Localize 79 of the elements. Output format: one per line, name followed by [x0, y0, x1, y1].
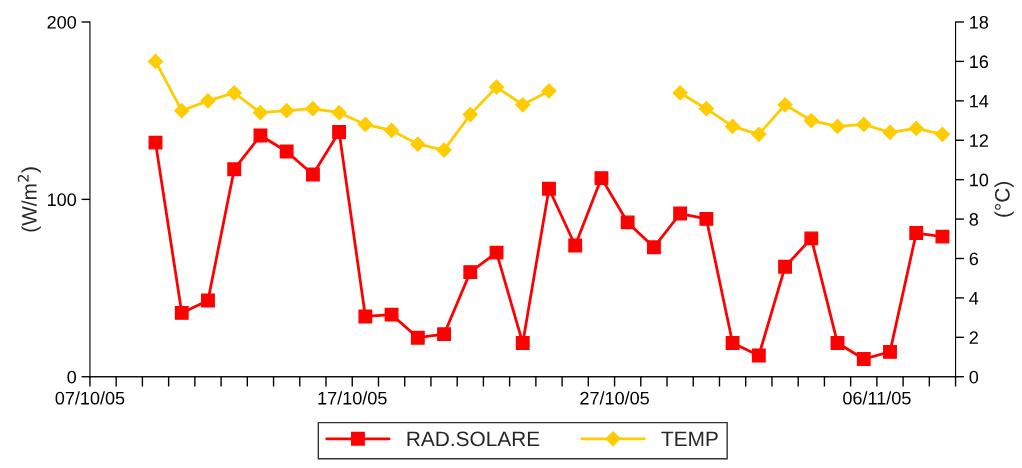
y2-tick-label: 6 — [969, 252, 979, 266]
point — [489, 245, 504, 260]
point — [463, 265, 478, 280]
point — [673, 206, 688, 221]
point — [778, 259, 793, 274]
y2-tick-label: 14 — [970, 94, 989, 108]
legend-label: RAD.SOLARE — [407, 431, 540, 447]
point — [437, 327, 452, 342]
point — [200, 93, 216, 109]
y2-tick-label: 8 — [969, 213, 979, 226]
y2-tick-label: 18 — [970, 15, 989, 29]
point — [148, 135, 163, 150]
point — [699, 211, 714, 226]
point — [305, 167, 320, 182]
x-tick-label: 06/11/05 — [843, 391, 911, 405]
point — [410, 330, 425, 345]
point — [620, 215, 635, 230]
point — [830, 336, 845, 350]
point — [279, 103, 295, 119]
point — [147, 53, 164, 69]
point — [515, 97, 531, 113]
point — [935, 229, 950, 244]
point — [331, 105, 347, 121]
point — [908, 120, 924, 136]
point — [725, 336, 740, 350]
point — [226, 85, 242, 101]
point — [698, 101, 714, 117]
point — [384, 122, 400, 138]
point — [672, 85, 688, 101]
point — [462, 107, 478, 123]
x-tick-label: 27/10/05 — [580, 391, 649, 405]
y2-tick-label: 16 — [970, 55, 989, 69]
point — [934, 126, 951, 142]
y2-tick-label: 2 — [969, 331, 978, 344]
point — [856, 352, 871, 366]
point — [279, 144, 294, 159]
point — [542, 181, 556, 196]
point — [725, 118, 741, 135]
point — [201, 293, 215, 308]
y2-tick-label: 0 — [969, 370, 979, 384]
point — [227, 162, 242, 177]
point — [594, 171, 609, 186]
point — [777, 97, 793, 113]
point — [305, 101, 321, 117]
legend-label: TEMP — [661, 431, 718, 447]
point — [384, 307, 399, 322]
x-tick-label: 07/10/05 — [55, 391, 125, 405]
point — [174, 305, 189, 320]
point — [253, 128, 268, 143]
point — [803, 112, 819, 129]
point — [541, 83, 557, 99]
point — [856, 116, 872, 133]
x-tick-label: 17/10/05 — [318, 391, 387, 405]
y2-tick-label: 4 — [969, 292, 979, 305]
point — [410, 136, 426, 152]
y2-tick-label: 12 — [970, 134, 988, 147]
point — [488, 79, 505, 95]
point — [751, 126, 767, 142]
point — [646, 240, 661, 255]
point — [515, 336, 530, 350]
point — [358, 309, 373, 324]
point — [332, 125, 347, 139]
point — [252, 105, 269, 121]
point — [568, 238, 583, 253]
y-tick-label: 200 — [47, 15, 77, 29]
point — [751, 348, 766, 363]
y-tick-label: 0 — [67, 370, 77, 384]
y2-tick-label: 10 — [970, 173, 989, 187]
point — [174, 103, 190, 119]
point — [357, 116, 373, 133]
y-axis-title: (W/m$^{2}$) — [17, 167, 41, 232]
point — [882, 124, 898, 140]
point — [829, 118, 846, 135]
point — [909, 226, 924, 241]
point — [804, 231, 819, 246]
point — [436, 142, 452, 158]
y-tick-label: 100 — [48, 193, 77, 207]
point — [883, 344, 897, 359]
y2-axis-title: (°C) — [994, 182, 1014, 217]
